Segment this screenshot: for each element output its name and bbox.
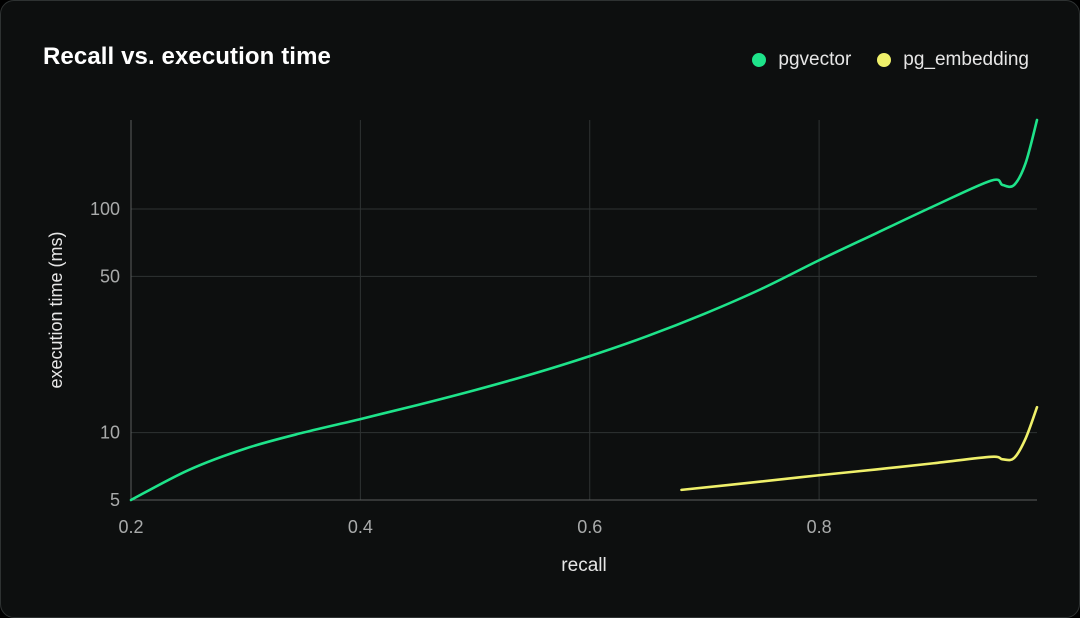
chart-title: Recall vs. execution time (43, 43, 331, 70)
axes: 0.2 0.4 0.6 0.8 5 10 50 100 (90, 120, 1037, 537)
x-axis-label: recall (561, 555, 606, 576)
legend-dot-pg-embedding (877, 53, 892, 67)
legend-item-pgvector[interactable]: pgvector (752, 49, 851, 71)
legend-item-pg-embedding[interactable]: pg_embedding (877, 49, 1029, 71)
y-tick-label: 5 (110, 490, 120, 510)
series-lines (129, 118, 1039, 502)
x-tick-label: 0.8 (807, 517, 832, 537)
legend-label-pgvector: pgvector (778, 49, 852, 70)
grid (131, 120, 1037, 500)
x-tick-label: 0.6 (577, 517, 602, 537)
series-line-pg-embedding[interactable] (680, 405, 1039, 492)
y-tick-label: 50 (100, 266, 120, 286)
y-tick-label: 100 (90, 199, 120, 219)
y-tick-label: 10 (100, 423, 120, 443)
x-tick-label: 0.2 (118, 517, 143, 537)
series-line-pgvector[interactable] (129, 118, 1039, 502)
legend-label-pg-embedding: pg_embedding (903, 49, 1029, 70)
legend-dot-pgvector (752, 53, 767, 67)
y-axis-label: execution time (ms) (46, 231, 66, 388)
legend: pgvector pg_embedding (726, 49, 1029, 71)
x-tick-label: 0.4 (348, 517, 373, 537)
